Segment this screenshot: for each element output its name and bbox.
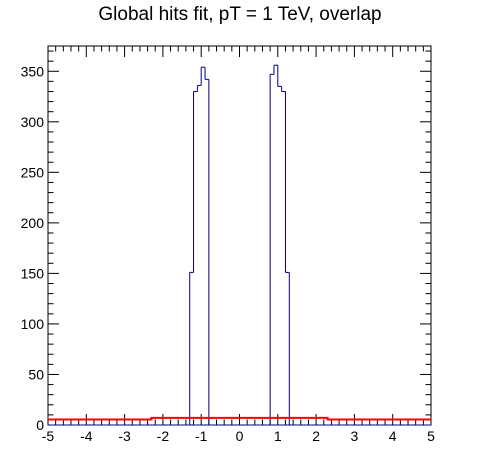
x-tick-label: -4 bbox=[80, 428, 93, 444]
x-tick-label: 5 bbox=[427, 428, 435, 444]
y-tick-label: 150 bbox=[21, 265, 45, 281]
fit-line bbox=[48, 416, 431, 421]
x-tick-label: -3 bbox=[118, 428, 131, 444]
x-tick-label: 4 bbox=[389, 428, 397, 444]
y-tick-label: 250 bbox=[21, 164, 45, 180]
y-tick-label: 350 bbox=[21, 63, 45, 79]
y-tick-label: 0 bbox=[36, 417, 44, 433]
plot-frame bbox=[47, 45, 432, 426]
x-tick-label: 2 bbox=[312, 428, 320, 444]
x-tick-label: 3 bbox=[351, 428, 359, 444]
chart-title: Global hits fit, pT = 1 TeV, overlap bbox=[98, 4, 382, 25]
y-tick-label: 100 bbox=[21, 316, 45, 332]
x-tick-label: 0 bbox=[236, 428, 244, 444]
x-tick-label: 1 bbox=[274, 428, 282, 444]
y-tick-label: 200 bbox=[21, 215, 45, 231]
y-tick-label: 50 bbox=[28, 366, 44, 382]
y-tick-label: 300 bbox=[21, 114, 45, 130]
x-tick-label: -2 bbox=[157, 428, 170, 444]
x-tick-label: -1 bbox=[195, 428, 208, 444]
x-tick-label: -5 bbox=[42, 428, 55, 444]
